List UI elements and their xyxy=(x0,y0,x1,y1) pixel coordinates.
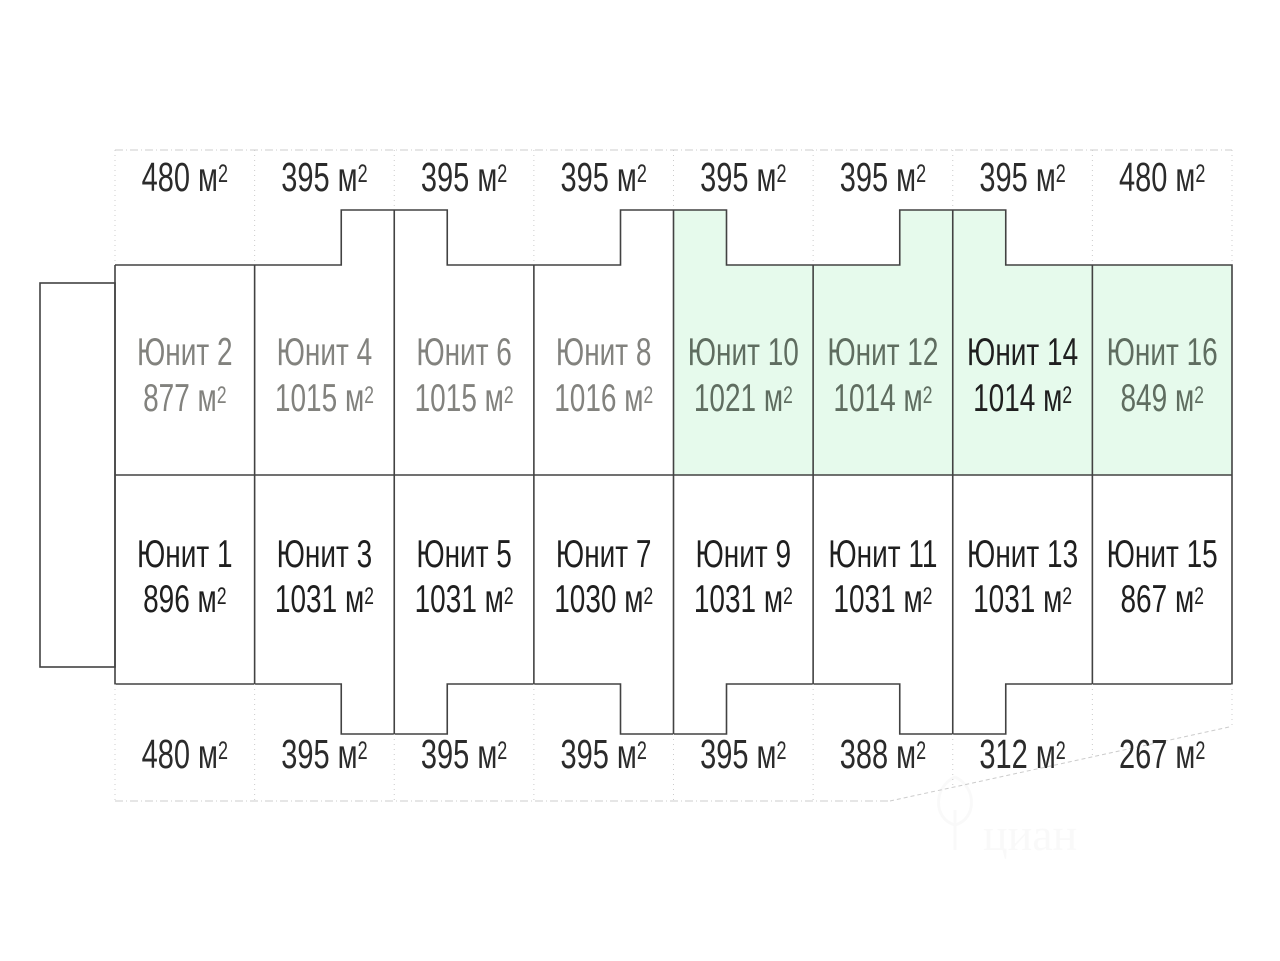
svg-text:395 м2: 395 м2 xyxy=(421,732,507,777)
svg-text:312 м2: 312 м2 xyxy=(979,732,1065,777)
svg-text:1031 м2: 1031 м2 xyxy=(694,577,793,621)
svg-text:Юнит 13: Юнит 13 xyxy=(967,532,1078,576)
svg-text:Юнит 12: Юнит 12 xyxy=(827,330,938,374)
svg-text:395 м2: 395 м2 xyxy=(840,155,926,200)
svg-text:1015 м2: 1015 м2 xyxy=(275,376,374,420)
svg-text:480 м2: 480 м2 xyxy=(142,732,228,777)
svg-text:480 м2: 480 м2 xyxy=(1119,155,1205,200)
svg-text:1030 м2: 1030 м2 xyxy=(554,577,653,621)
svg-text:395 м2: 395 м2 xyxy=(421,155,507,200)
svg-text:Юнит 6: Юнит 6 xyxy=(416,330,512,374)
svg-text:Юнит 15: Юнит 15 xyxy=(1107,532,1218,576)
svg-text:1031 м2: 1031 м2 xyxy=(973,577,1072,621)
svg-text:849 м2: 849 м2 xyxy=(1120,376,1203,420)
svg-text:395 м2: 395 м2 xyxy=(561,732,647,777)
svg-text:395 м2: 395 м2 xyxy=(700,155,786,200)
svg-text:Юнит 4: Юнит 4 xyxy=(277,330,373,374)
svg-text:877 м2: 877 м2 xyxy=(143,376,226,420)
svg-text:395 м2: 395 м2 xyxy=(561,155,647,200)
svg-text:Юнит 3: Юнит 3 xyxy=(277,532,373,576)
svg-text:395 м2: 395 м2 xyxy=(281,155,367,200)
svg-text:1031 м2: 1031 м2 xyxy=(275,577,374,621)
svg-text:Юнит 11: Юнит 11 xyxy=(828,532,937,576)
svg-text:Юнит 14: Юнит 14 xyxy=(967,330,1078,374)
svg-text:Юнит 5: Юнит 5 xyxy=(416,532,512,576)
svg-text:867 м2: 867 м2 xyxy=(1120,577,1203,621)
svg-text:388 м2: 388 м2 xyxy=(840,732,926,777)
svg-text:Юнит 16: Юнит 16 xyxy=(1107,330,1218,374)
svg-text:Юнит 1: Юнит 1 xyxy=(137,532,233,576)
svg-text:480 м2: 480 м2 xyxy=(142,155,228,200)
svg-text:1014 м2: 1014 м2 xyxy=(833,376,932,420)
svg-text:Юнит 9: Юнит 9 xyxy=(696,532,792,576)
svg-text:395 м2: 395 м2 xyxy=(700,732,786,777)
svg-text:1015 м2: 1015 м2 xyxy=(415,376,514,420)
svg-text:Юнит 10: Юнит 10 xyxy=(688,330,799,374)
svg-text:896 м2: 896 м2 xyxy=(143,577,226,621)
svg-text:267 м2: 267 м2 xyxy=(1119,732,1205,777)
svg-text:395 м2: 395 м2 xyxy=(979,155,1065,200)
svg-text:1031 м2: 1031 м2 xyxy=(415,577,514,621)
svg-text:Юнит 2: Юнит 2 xyxy=(137,330,233,374)
svg-text:1016 м2: 1016 м2 xyxy=(554,376,653,420)
svg-text:Юнит 7: Юнит 7 xyxy=(556,532,652,576)
svg-text:395 м2: 395 м2 xyxy=(281,732,367,777)
svg-text:1021 м2: 1021 м2 xyxy=(694,376,793,420)
svg-text:1031 м2: 1031 м2 xyxy=(833,577,932,621)
svg-text:1014 м2: 1014 м2 xyxy=(973,376,1072,420)
svg-text:Юнит 8: Юнит 8 xyxy=(556,330,652,374)
svg-text:циан: циан xyxy=(983,809,1077,860)
